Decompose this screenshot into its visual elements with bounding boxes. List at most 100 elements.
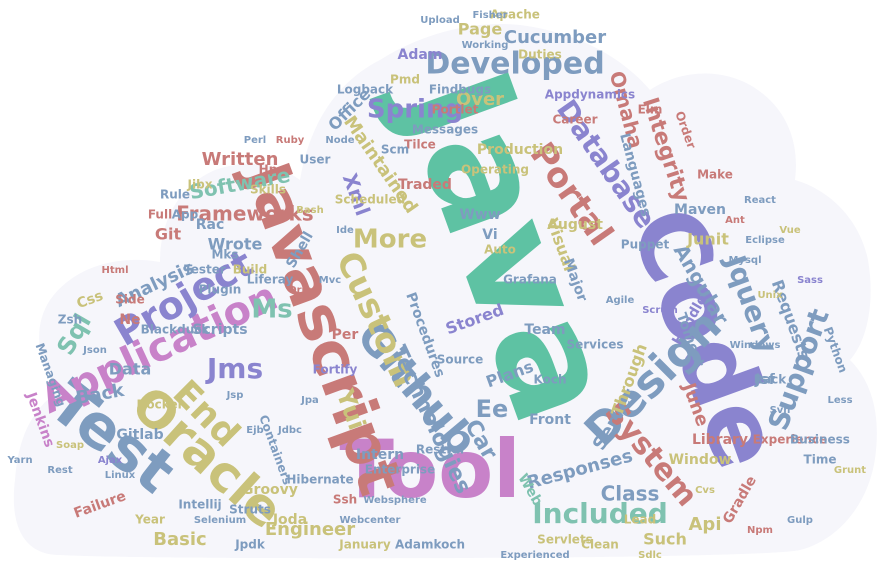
cloud-word-user: User xyxy=(300,153,331,167)
cloud-word-docker: Docker xyxy=(136,398,183,412)
cloud-word-ejb: Ejb xyxy=(246,425,263,436)
cloud-word-ne: Ne xyxy=(119,312,140,328)
cloud-word-services: Services xyxy=(566,338,623,352)
cloud-word-windows: Windows xyxy=(730,340,781,351)
cloud-word-sass: Sass xyxy=(797,275,823,286)
cloud-word-rac: Rac xyxy=(196,217,225,233)
cloud-word-grunt: Grunt xyxy=(834,465,866,476)
cloud-word-august: August xyxy=(547,217,603,233)
cloud-word-restful: Restful xyxy=(416,443,464,457)
cloud-word-frameworks: Frameworks xyxy=(176,202,313,226)
cloud-word-operating: Operating xyxy=(461,163,529,177)
cloud-word-page: Page xyxy=(458,20,503,39)
cloud-word-upload: Upload xyxy=(420,15,459,26)
cloud-word-tester: Tester xyxy=(184,263,226,277)
cloud-word-vue: Vue xyxy=(779,225,801,236)
cloud-word-ms: Ms xyxy=(251,295,292,325)
cloud-word-html: Html xyxy=(102,265,129,276)
cloud-word-apache: Apache xyxy=(490,8,540,22)
cloud-word-scrum: Scrum xyxy=(642,305,678,316)
cloud-shape xyxy=(13,24,877,559)
cloud-word-groovy: Groovy xyxy=(242,482,298,498)
cloud-word-mvc: Mvc xyxy=(319,275,341,286)
cloud-word-jms: Jms xyxy=(205,352,263,385)
cloud-word-lead: Lead xyxy=(624,513,656,527)
cloud-word-adam: Adam xyxy=(398,47,443,63)
cloud-word-servlets: Servlets xyxy=(537,533,593,547)
cloud-word-eclipse: Eclipse xyxy=(745,235,785,246)
cloud-word-www: Www xyxy=(459,207,500,223)
cloud-word-scheduled: Scheduled xyxy=(335,193,405,207)
cloud-word-perl: Perl xyxy=(244,135,266,146)
cloud-word-intern: Intern xyxy=(356,447,404,463)
cloud-word-node: Node xyxy=(325,135,354,146)
cloud-word-cucumber: Cucumber xyxy=(504,27,606,48)
cloud-word-traded: Traded xyxy=(398,177,452,193)
cloud-word-library: Library xyxy=(692,432,748,448)
cloud-word-portlet: Portlet xyxy=(432,103,479,117)
cloud-word-mysql: Mysql xyxy=(728,255,761,266)
cloud-word-make: Make xyxy=(697,168,733,182)
cloud-word-gulp: Gulp xyxy=(787,515,813,526)
cloud-word-front: Front xyxy=(529,412,571,428)
cloud-word-jdbc: Jdbc xyxy=(277,425,302,436)
cloud-word-over: Over xyxy=(456,89,504,110)
cloud-word-january: January xyxy=(338,538,391,552)
cloud-word-auto: Auto xyxy=(484,243,516,257)
cloud-word-fortify: Fortify xyxy=(313,363,358,377)
cloud-word-messages: Messages xyxy=(412,123,478,137)
cloud-word-source: Source xyxy=(437,353,484,367)
cloud-word-scm: Scm xyxy=(381,143,409,157)
cloud-word-json: Json xyxy=(82,345,107,356)
cloud-word-linux: Linux xyxy=(105,470,136,481)
cloud-word-vi: Vi xyxy=(482,227,497,243)
cloud-word-adamkoch: Adamkoch xyxy=(395,538,465,552)
cloud-word-struts: Struts xyxy=(229,503,271,517)
cloud-word-side: Side xyxy=(115,293,144,307)
cloud-word-business: Business xyxy=(790,433,850,447)
cloud-word-mks: Mks xyxy=(211,248,238,262)
cloud-word-pmd: Pmd xyxy=(390,73,420,87)
cloud-word-career: Career xyxy=(552,113,597,127)
cloud-word-team: Team xyxy=(524,322,565,338)
cloud-word-koch: Koch xyxy=(534,373,567,387)
cloud-word-fisher: Fisher xyxy=(472,10,507,21)
cloud-word-appdynamics: Appdynamics xyxy=(545,88,635,102)
cloud-word-maven: Maven xyxy=(674,202,726,218)
cloud-word-class: Class xyxy=(601,482,660,506)
cloud-word-jsf: Jsf xyxy=(754,372,776,388)
cloud-word-jpa: Jpa xyxy=(300,395,319,406)
cloud-word-gitlab: Gitlab xyxy=(116,427,163,443)
cloud-word-enterprise: Enterprise xyxy=(365,463,435,477)
cloud-word-puppet: Puppet xyxy=(621,238,670,252)
cloud-word-sdlc: Sdlc xyxy=(638,550,662,561)
cloud-word-liferay: Liferay xyxy=(247,273,294,287)
cloud-word-api: Api xyxy=(689,514,722,535)
cloud-word-experience: Experience xyxy=(753,433,828,447)
cloud-word-yarn: Yarn xyxy=(6,455,32,466)
cloud-word-rule: Rule xyxy=(160,188,190,202)
cloud-word-ide: Ide xyxy=(336,225,354,236)
cloud-word-time: Time xyxy=(804,453,837,467)
cloud-word-jpdk: Jpdk xyxy=(234,538,266,552)
cloud-word-jsp: Jsp xyxy=(226,390,244,401)
cloud-word-selenium: Selenium xyxy=(194,515,246,526)
cloud-word-zsh: Zsh xyxy=(58,313,82,327)
cloud-word-ruby: Ruby xyxy=(276,135,305,146)
cloud-word-joda: Joda xyxy=(272,512,307,528)
cloud-word-rest: Rest xyxy=(47,465,72,476)
cloud-word-unix: Unix xyxy=(757,290,783,301)
cloud-word-scripts: Scripts xyxy=(192,322,247,338)
cloud-word-tool: Tool xyxy=(339,423,520,516)
cloud-word-experienced: Experienced xyxy=(500,550,569,561)
cloud-word-developed: Developed xyxy=(425,47,604,82)
cloud-word-rack: Rack xyxy=(754,373,787,387)
cloud-word-orm: Orm xyxy=(288,285,312,296)
cloud-word-more: More xyxy=(353,225,427,255)
cloud-word-grafana: Grafana xyxy=(503,273,557,287)
cloud-word-junit: Junit xyxy=(686,230,729,249)
cloud-word-logback: Logback xyxy=(337,83,394,97)
cloud-word-included: Included xyxy=(532,497,668,530)
